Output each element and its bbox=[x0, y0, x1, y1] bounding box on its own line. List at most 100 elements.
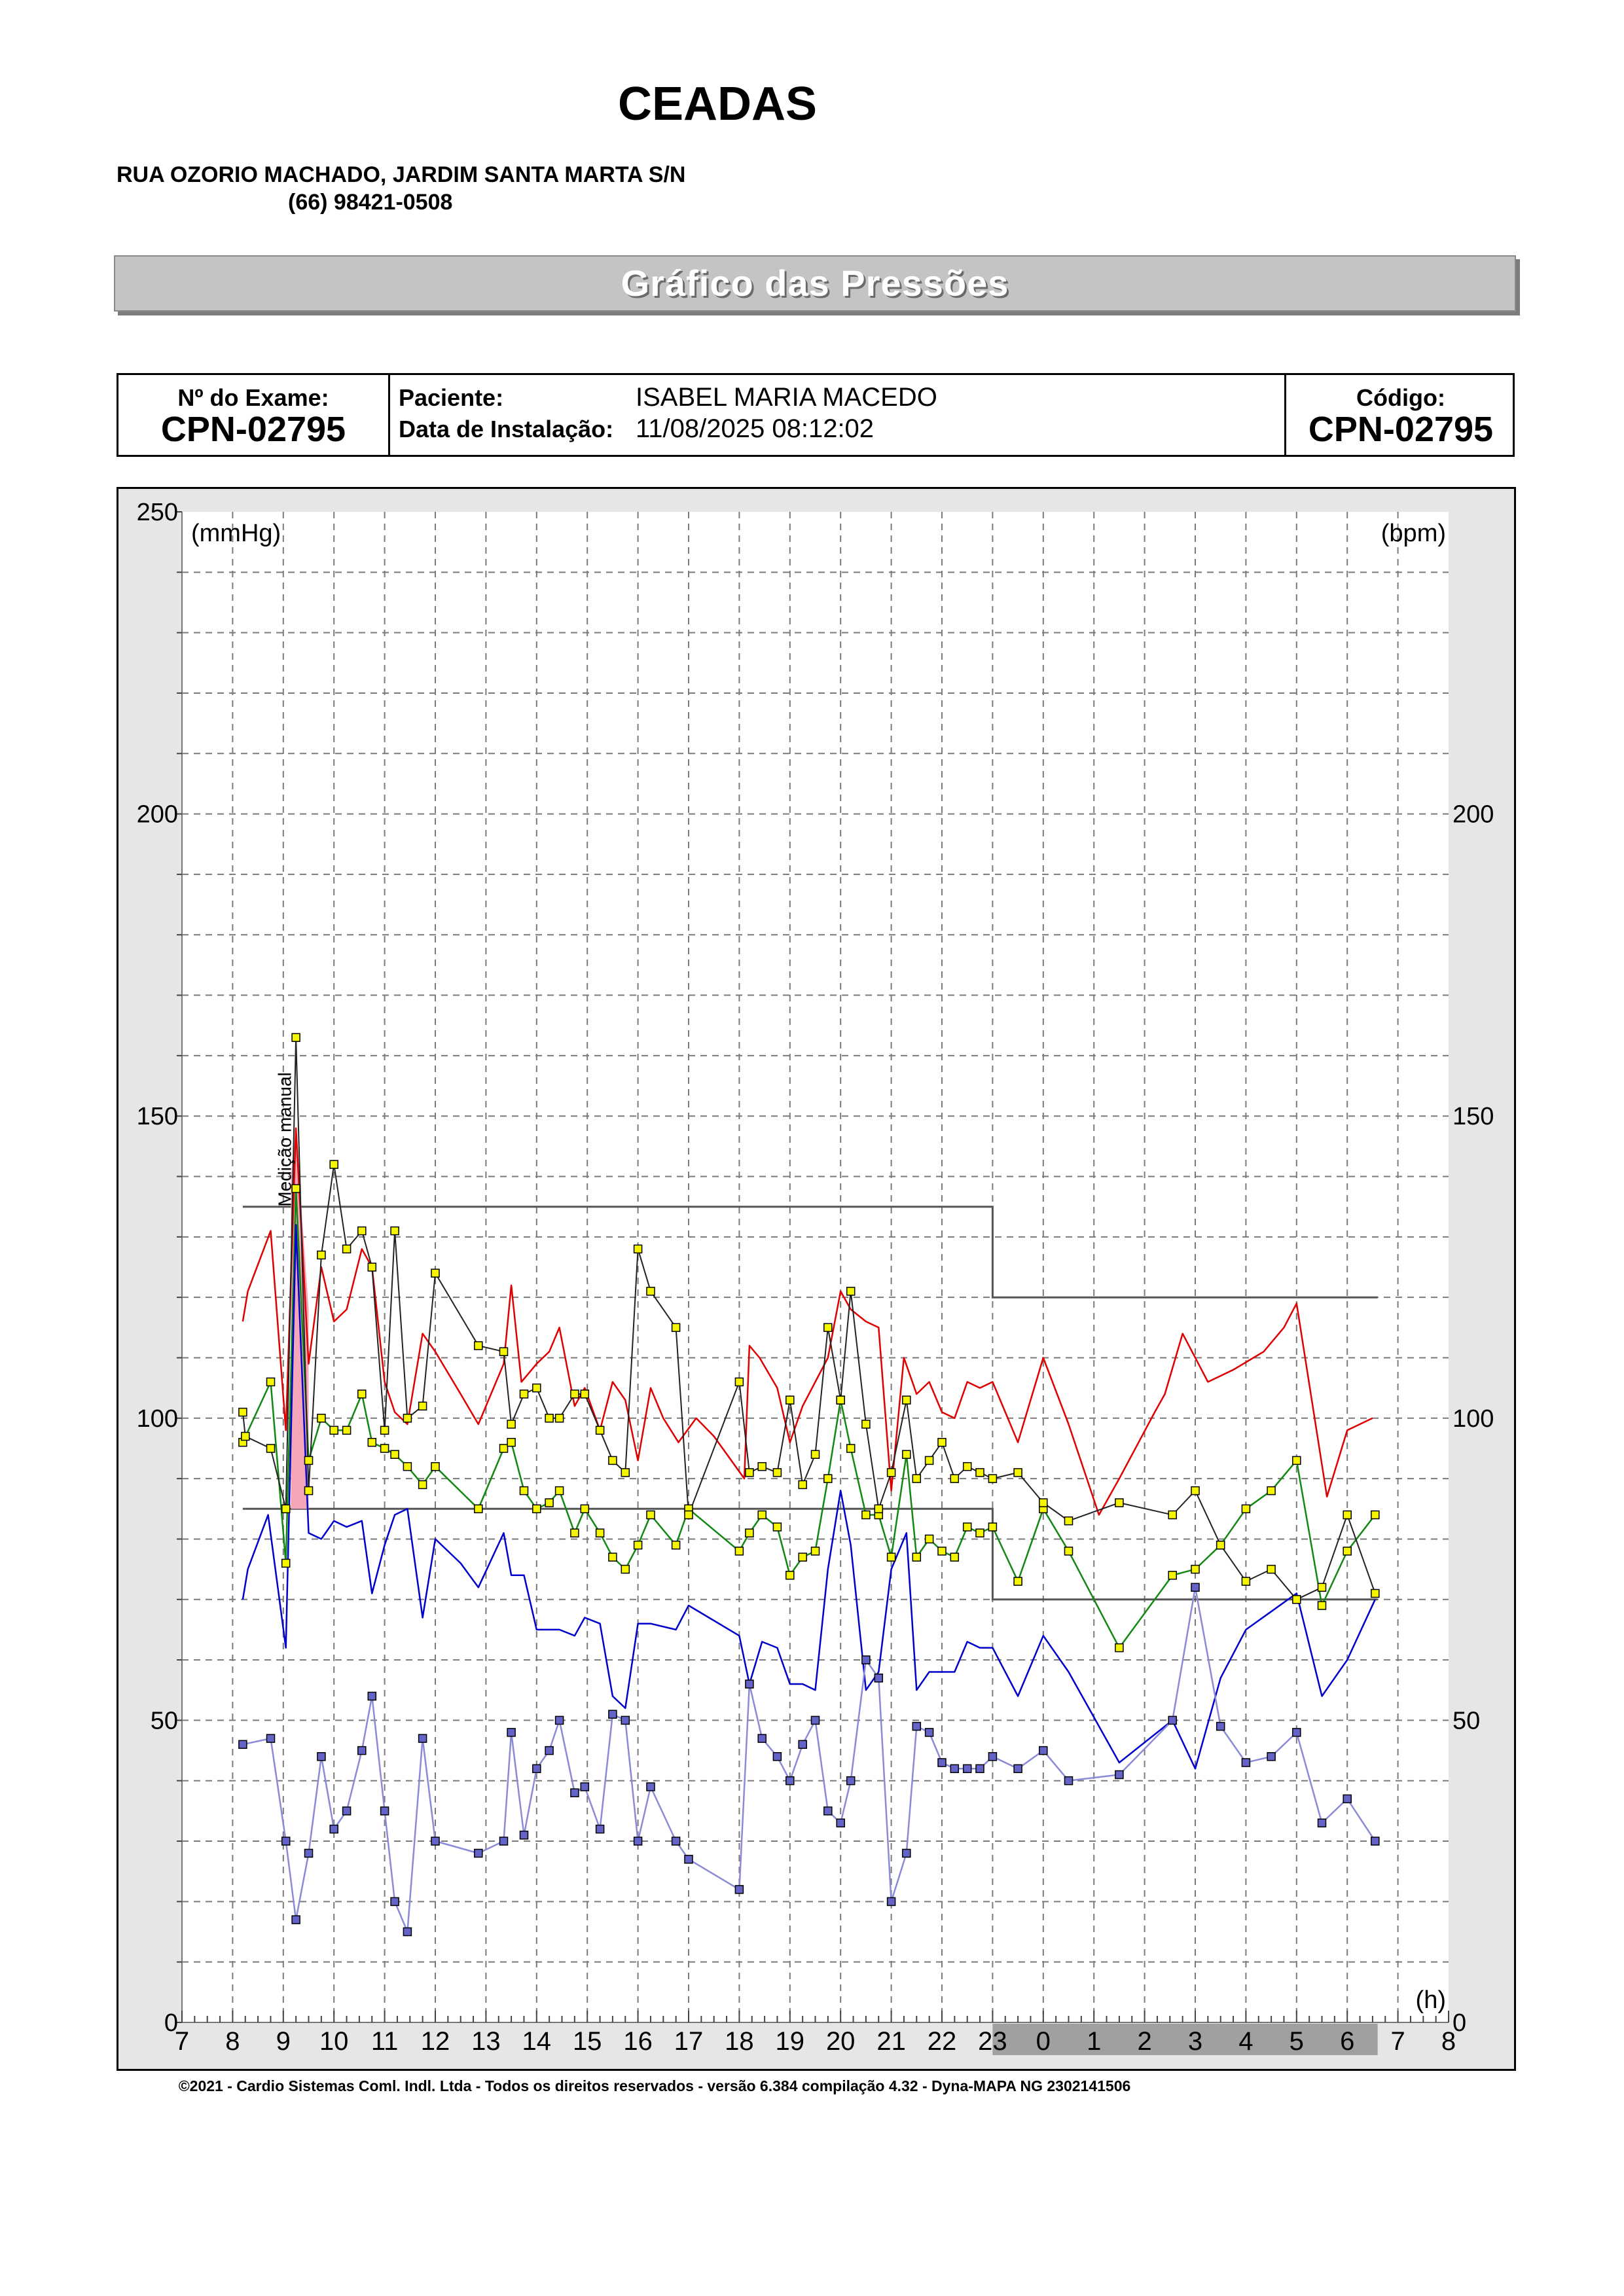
heart_rate-marker bbox=[532, 1383, 541, 1393]
x-tick-label: 16 bbox=[623, 2027, 653, 2056]
pulse_pressure-marker bbox=[745, 1679, 754, 1689]
grid-lines bbox=[181, 512, 1449, 2023]
heart_rate-marker bbox=[861, 1420, 871, 1429]
pulse_pressure-marker bbox=[785, 1776, 795, 1785]
x-tick-label: 6 bbox=[1340, 2027, 1354, 2056]
pulse_pressure-marker bbox=[962, 1764, 972, 1774]
pulse_pressure-marker bbox=[317, 1752, 326, 1761]
y-left-tick-label: 100 bbox=[137, 1405, 178, 1433]
pulse_pressure-marker bbox=[238, 1740, 247, 1749]
heart_rate-marker bbox=[823, 1323, 833, 1333]
x-axis-unit: (h) bbox=[1416, 1986, 1446, 2014]
mean-marker bbox=[1371, 1510, 1380, 1520]
patient-name: ISABEL MARIA MACEDO bbox=[636, 383, 937, 412]
pressure-chart-svg: (mmHg) (bpm) (h) Medição manual 25020015… bbox=[118, 489, 1514, 2069]
mean-marker bbox=[474, 1504, 483, 1514]
pulse_pressure-marker bbox=[861, 1655, 871, 1664]
pulse_pressure-marker bbox=[810, 1715, 820, 1725]
mean-marker bbox=[1343, 1547, 1352, 1556]
mean-marker bbox=[570, 1528, 579, 1537]
mean-marker bbox=[846, 1444, 856, 1453]
heart_rate-marker bbox=[266, 1444, 276, 1453]
y-right-tick-label: 50 bbox=[1453, 1707, 1480, 1734]
mean-marker bbox=[924, 1534, 934, 1544]
heart_rate-marker bbox=[595, 1426, 605, 1435]
limit-line bbox=[242, 1507, 1378, 1601]
heart_rate-marker bbox=[772, 1468, 782, 1477]
x-tick-label: 8 bbox=[225, 2027, 240, 2056]
y-left-tick-label: 0 bbox=[164, 2009, 178, 2037]
x-tick-label: 7 bbox=[1390, 2027, 1405, 2056]
pulse_pressure-marker bbox=[757, 1734, 767, 1743]
exam-number-label: Nº do Exame: bbox=[177, 384, 329, 411]
pulse_pressure-marker bbox=[1216, 1721, 1225, 1731]
mean-marker bbox=[1115, 1643, 1124, 1653]
left-axis-unit: (mmHg) bbox=[191, 520, 281, 547]
mean-marker bbox=[633, 1540, 643, 1550]
pulse_pressure-marker bbox=[291, 1915, 300, 1924]
x-tick-label: 7 bbox=[175, 2027, 189, 2056]
heart_rate-marker bbox=[1292, 1595, 1301, 1604]
pulse_pressure-marker bbox=[431, 1837, 440, 1846]
mean-marker bbox=[861, 1510, 871, 1520]
pulse_pressure-marker bbox=[390, 1897, 399, 1907]
y-left-tick-label: 200 bbox=[137, 801, 178, 829]
install-date-value: 11/08/2025 08:12:02 bbox=[636, 414, 875, 443]
pulse_pressure-marker bbox=[646, 1782, 655, 1791]
heart_rate-marker bbox=[554, 1414, 564, 1423]
x-tick-label: 9 bbox=[276, 2027, 291, 2056]
heart_rate-marker bbox=[418, 1401, 427, 1411]
mean-marker bbox=[608, 1552, 617, 1562]
mean-marker bbox=[757, 1510, 767, 1520]
heart_rate-marker bbox=[1317, 1583, 1327, 1592]
pulse_pressure-marker bbox=[545, 1746, 554, 1755]
pulse_pressure-marker bbox=[1241, 1758, 1251, 1767]
heart_rate-marker bbox=[902, 1395, 911, 1405]
systolic-line bbox=[242, 1127, 1373, 1516]
diastolic-line bbox=[242, 1224, 1376, 1770]
heart_rate-marker bbox=[317, 1250, 326, 1260]
y-left-tick-label: 150 bbox=[137, 1103, 178, 1130]
heart_rate-marker bbox=[846, 1287, 856, 1296]
x-tick-label: 1 bbox=[1087, 2027, 1101, 2056]
mean-marker bbox=[329, 1426, 338, 1435]
heart_rate-marker bbox=[836, 1395, 845, 1405]
limit-line bbox=[242, 1206, 1378, 1299]
pulse_pressure-marker bbox=[532, 1764, 541, 1774]
organization-address: RUA OZORIO MACHADO, JARDIM SANTA MARTA S… bbox=[117, 162, 686, 187]
organization-name: CEADAS bbox=[617, 78, 818, 130]
x-tick-label: 22 bbox=[928, 2027, 957, 2056]
patient-label: Paciente: bbox=[399, 384, 504, 411]
section-banner: Gráfico das Pressões bbox=[114, 255, 1516, 312]
pulse_pressure-marker bbox=[836, 1818, 845, 1828]
heart_rate-marker bbox=[329, 1160, 338, 1169]
mean-marker bbox=[1013, 1577, 1022, 1586]
mean-marker bbox=[988, 1522, 998, 1532]
heart_rate-marker bbox=[975, 1468, 984, 1477]
x-tick-label: 10 bbox=[319, 2027, 349, 2056]
mean-marker bbox=[785, 1571, 795, 1580]
pulse_pressure-marker bbox=[1317, 1818, 1327, 1828]
x-tick-label: 0 bbox=[1036, 2027, 1051, 2056]
pulse_pressure-marker bbox=[418, 1734, 427, 1743]
heart_rate-marker bbox=[545, 1414, 554, 1423]
heart_rate-marker bbox=[1191, 1486, 1200, 1496]
heart_rate-marker bbox=[1371, 1588, 1380, 1598]
heart_rate-marker bbox=[342, 1244, 352, 1254]
heart_rate-marker bbox=[962, 1462, 972, 1471]
mean-marker bbox=[281, 1558, 291, 1568]
pulse_pressure-marker bbox=[621, 1715, 630, 1725]
mean-marker bbox=[1267, 1486, 1276, 1496]
y-right-tick-label: 0 bbox=[1453, 2009, 1466, 2037]
pulse_pressure-marker bbox=[608, 1710, 617, 1719]
x-tick-label: 12 bbox=[421, 2027, 450, 2056]
heart_rate-marker bbox=[924, 1456, 934, 1465]
heart_rate-marker bbox=[633, 1244, 643, 1254]
x-tick-label: 23 bbox=[978, 2027, 1007, 2056]
heart_rate-marker bbox=[390, 1226, 399, 1236]
pulse_pressure-marker bbox=[519, 1831, 529, 1840]
heart_rate-marker bbox=[380, 1426, 389, 1435]
heart_rate-marker bbox=[281, 1504, 291, 1514]
pulse_pressure-marker bbox=[1343, 1794, 1352, 1804]
heart_rate-marker bbox=[431, 1268, 440, 1278]
